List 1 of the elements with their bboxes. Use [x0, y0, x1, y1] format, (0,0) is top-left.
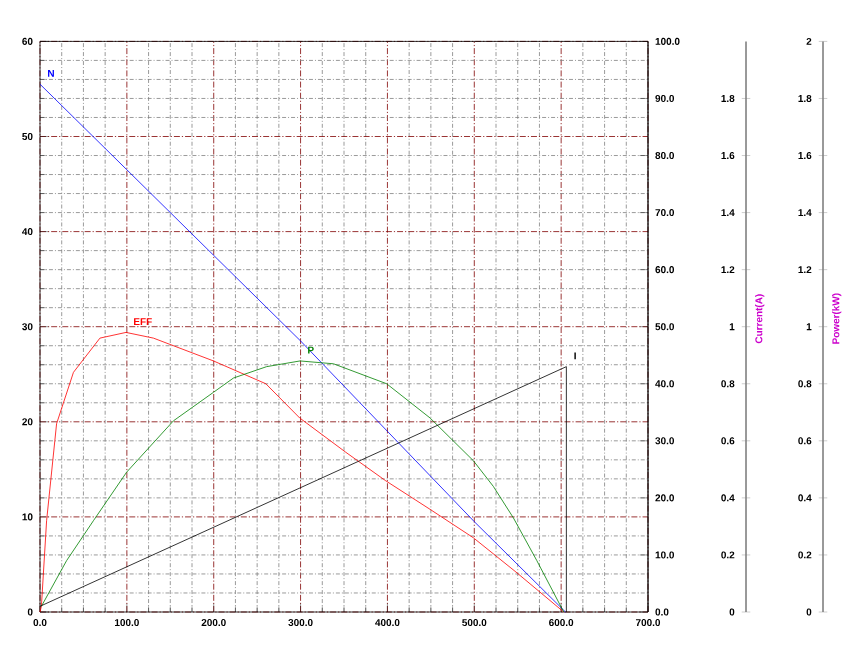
line-series [39, 83, 566, 613]
